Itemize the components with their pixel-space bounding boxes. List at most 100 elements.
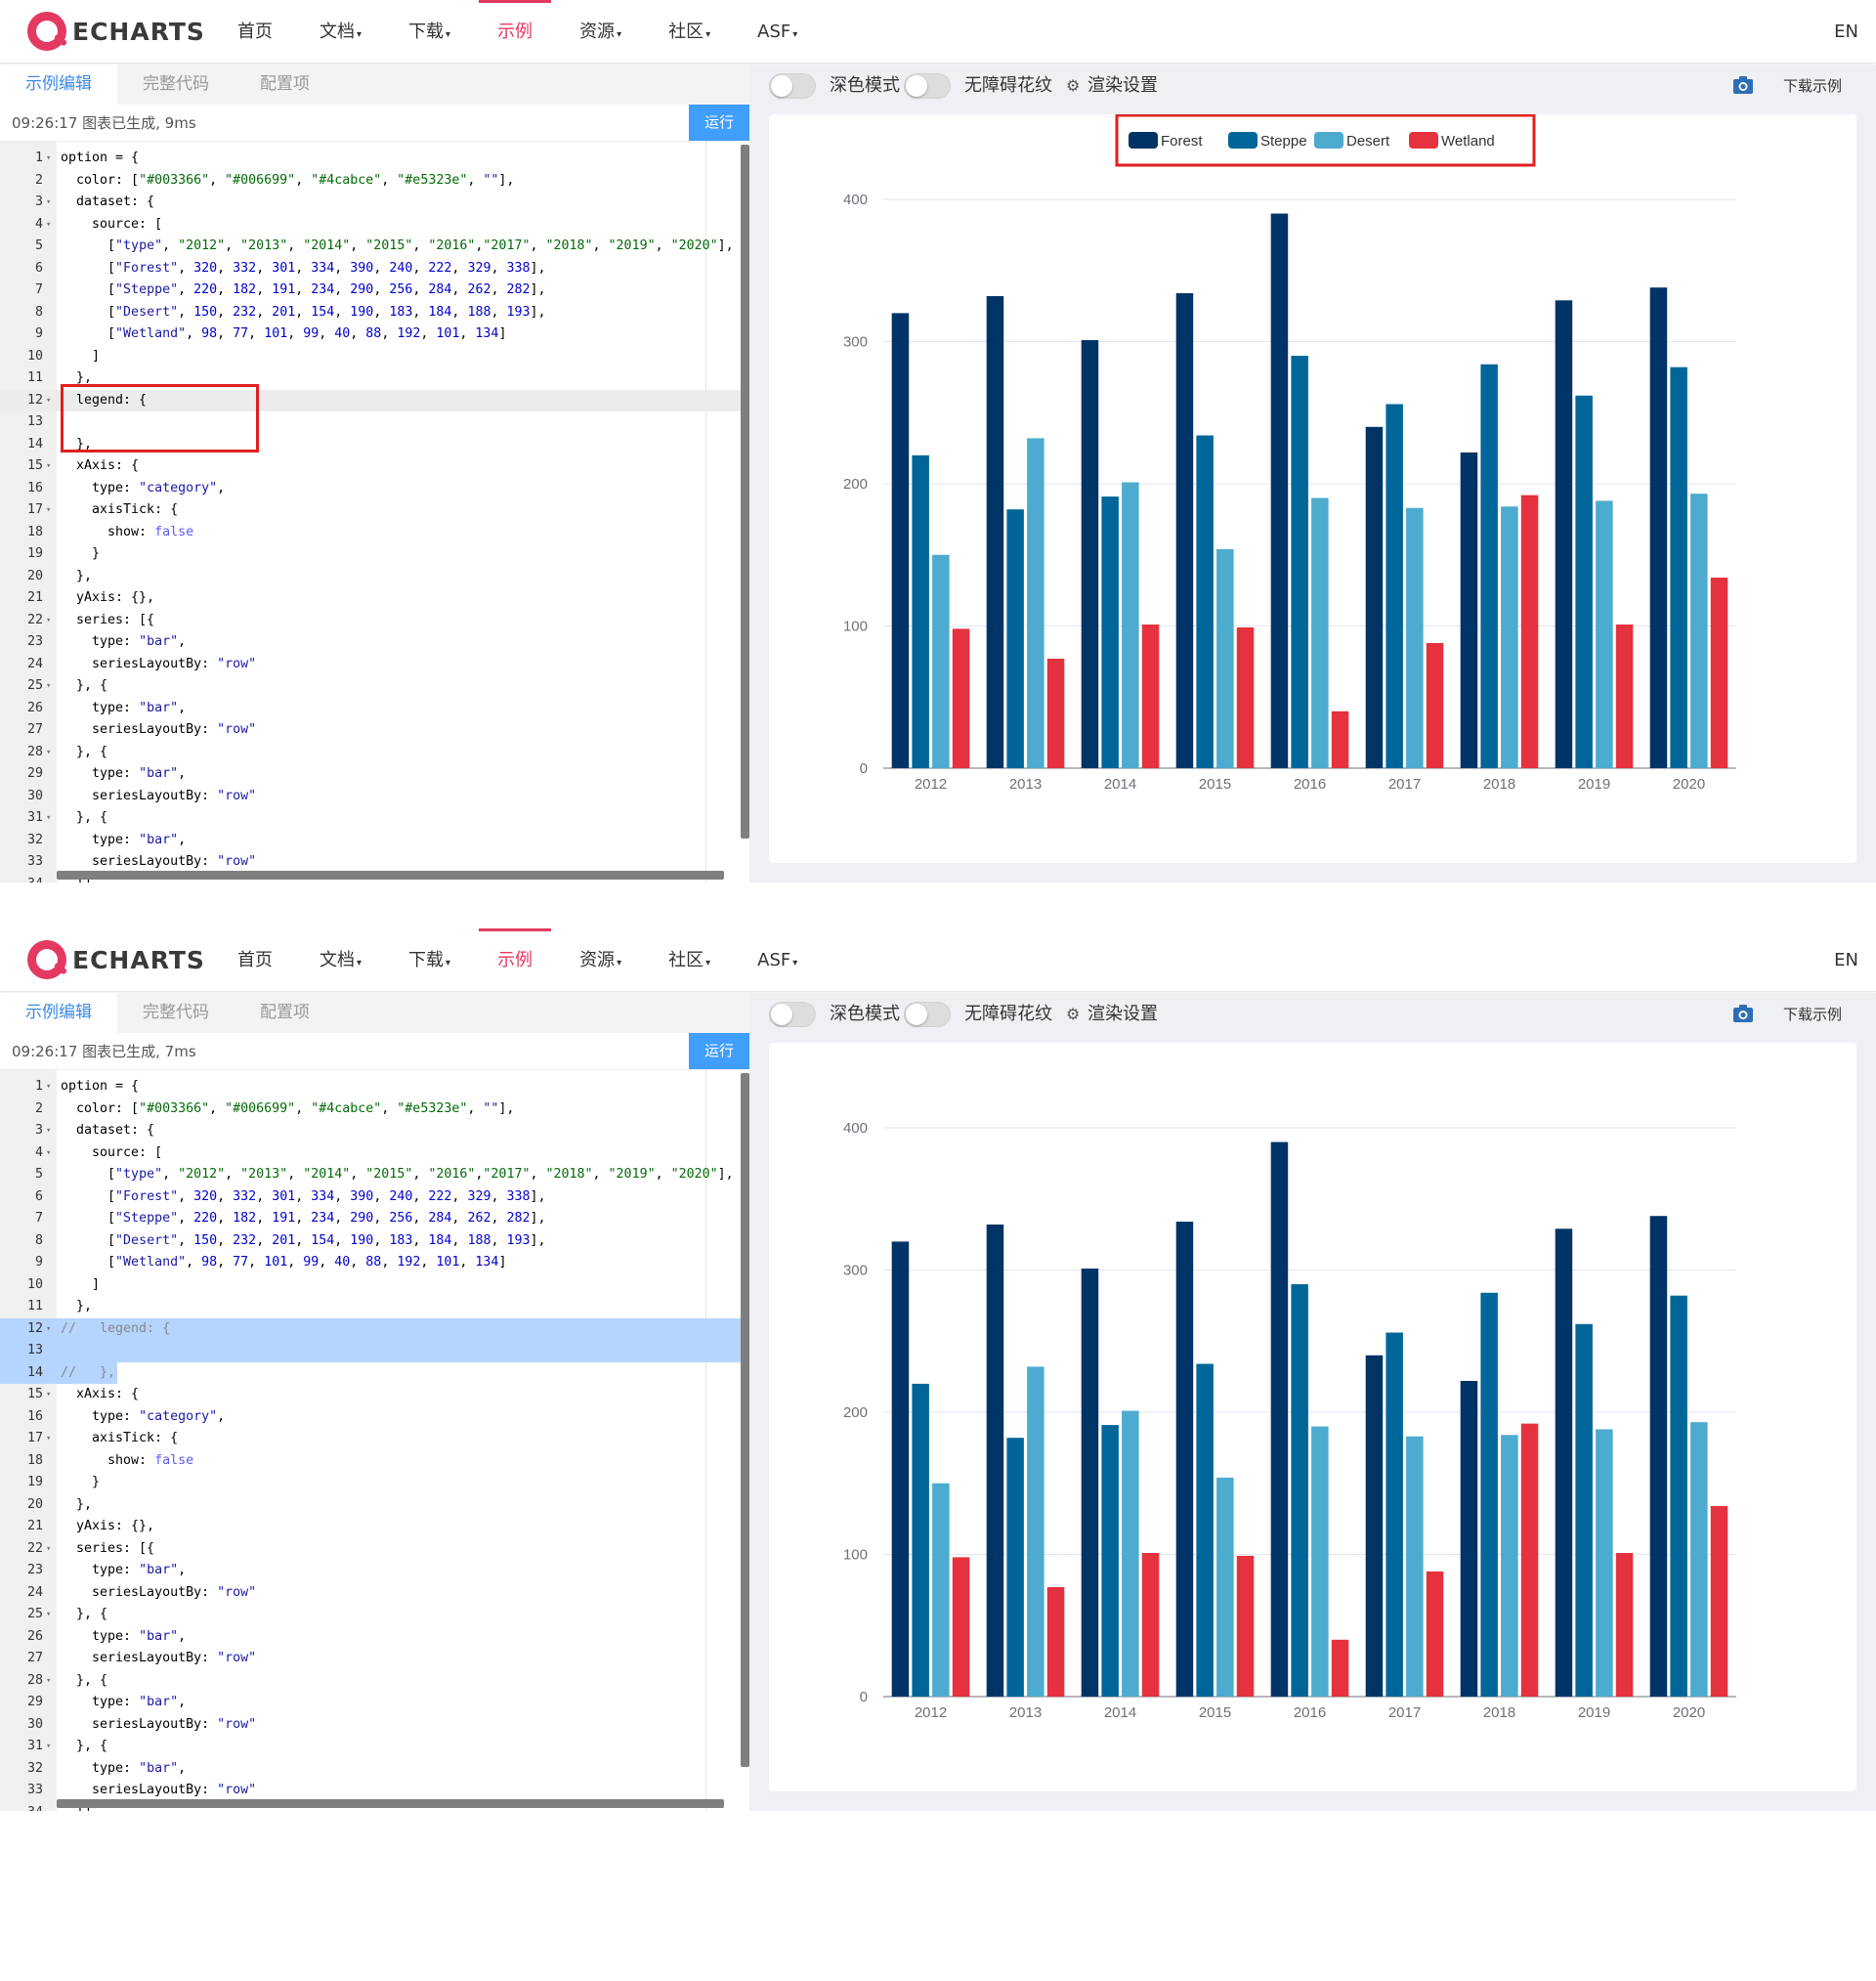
fold-arrow-icon[interactable]: ▾ (46, 395, 52, 406)
fold-arrow-icon[interactable]: ▾ (46, 505, 52, 515)
legend-label[interactable]: Steppe (1260, 133, 1307, 150)
code-line[interactable]: 5 ["type", "2012", "2013", "2014", "2015… (0, 1164, 741, 1186)
bar-forest[interactable] (1365, 426, 1384, 768)
bar-wetland[interactable] (1710, 578, 1728, 768)
bar-steppe[interactable] (1480, 364, 1498, 768)
bar-steppe[interactable] (1575, 395, 1593, 768)
bar-wetland[interactable] (1710, 1506, 1728, 1697)
code-line[interactable]: 12 ▾ // legend: { (0, 1317, 741, 1340)
code-line[interactable]: 1 ▾ option = { (0, 1076, 741, 1098)
fold-arrow-icon[interactable]: ▾ (46, 1434, 52, 1443)
gear-icon[interactable]: ⚙ (1066, 1005, 1081, 1023)
bar-wetland[interactable] (1520, 495, 1539, 768)
bar-steppe[interactable] (1101, 496, 1119, 768)
legend-swatch[interactable] (1129, 132, 1158, 149)
nav-item-5[interactable]: 社区 ▾ (650, 0, 729, 64)
camera-icon[interactable] (1732, 1004, 1754, 1023)
download-example-button[interactable]: 下载示例 (1783, 1006, 1843, 1023)
code-line[interactable]: 13 (0, 1340, 741, 1362)
bar-wetland[interactable] (1141, 1553, 1160, 1697)
bar-forest[interactable] (1460, 1380, 1478, 1697)
tab-example-edit[interactable]: 示例编辑 (0, 65, 117, 105)
code-line[interactable]: 33 seriesLayoutBy: "row" (0, 851, 741, 874)
code-line[interactable]: 26 type: "bar", (0, 698, 741, 720)
fold-arrow-icon[interactable]: ▾ (46, 461, 52, 471)
nav-item-0[interactable]: 首页 (219, 928, 291, 992)
bar-steppe[interactable] (1101, 1425, 1119, 1697)
bar-desert[interactable] (1216, 548, 1234, 768)
code-line[interactable]: 17 ▾ axisTick: { (0, 499, 741, 522)
echarts-logo[interactable]: ECHARTS (27, 11, 205, 52)
bar-steppe[interactable] (1291, 356, 1308, 768)
bar-wetland[interactable] (1615, 1553, 1634, 1697)
bar-forest[interactable] (1175, 293, 1194, 768)
bar-steppe[interactable] (1575, 1323, 1593, 1697)
bar-wetland[interactable] (952, 628, 970, 768)
nav-item-2[interactable]: 下载 ▾ (390, 928, 469, 992)
code-line[interactable]: 16 type: "category", (0, 478, 741, 500)
code-line[interactable]: 29 type: "bar", (0, 1692, 741, 1714)
legend-label[interactable]: Desert (1346, 133, 1390, 150)
bar-desert[interactable] (932, 1483, 950, 1697)
code-line[interactable]: 12 ▾ legend: { (0, 389, 741, 411)
bar-forest[interactable] (1649, 287, 1668, 768)
bar-wetland[interactable] (1331, 1639, 1349, 1697)
nav-item-4[interactable]: 资源 ▾ (561, 0, 640, 64)
bar-wetland[interactable] (1426, 642, 1444, 768)
code-line[interactable]: 8 ["Desert", 150, 232, 201, 154, 190, 18… (0, 302, 741, 324)
tab-options[interactable]: 配置项 (260, 74, 310, 94)
language-switch[interactable]: EN (1834, 22, 1858, 42)
nav-item-1[interactable]: 文档 ▾ (301, 0, 380, 64)
bar-steppe[interactable] (912, 454, 929, 768)
code-line[interactable]: 21 yAxis: {}, (0, 587, 741, 610)
nav-item-6[interactable]: ASF ▾ (739, 928, 816, 992)
render-settings-button[interactable]: 渲染设置 (1087, 75, 1158, 96)
bar-forest[interactable] (891, 313, 910, 768)
code-line[interactable]: 4 ▾ source: [ (0, 1142, 741, 1165)
code-line[interactable]: 32 type: "bar", (0, 830, 741, 852)
code-line[interactable]: 24 seriesLayoutBy: "row" (0, 654, 741, 676)
code-line[interactable]: 4 ▾ source: [ (0, 214, 741, 237)
code-line[interactable]: 25 ▾ }, { (0, 675, 741, 698)
editor-vertical-scrollbar[interactable] (741, 145, 749, 839)
bar-desert[interactable] (1596, 500, 1613, 768)
code-line[interactable]: 15 ▾ xAxis: { (0, 1384, 741, 1406)
fold-arrow-icon[interactable]: ▾ (46, 681, 52, 691)
bar-steppe[interactable] (1670, 1295, 1687, 1697)
code-line[interactable]: 30 seriesLayoutBy: "row" (0, 786, 741, 808)
bar-steppe[interactable] (1480, 1292, 1498, 1697)
code-line[interactable]: 23 type: "bar", (0, 1560, 741, 1582)
legend-label[interactable]: Wetland (1441, 133, 1495, 150)
code-line[interactable]: 8 ["Desert", 150, 232, 201, 154, 190, 18… (0, 1230, 741, 1253)
code-line[interactable]: 28 ▾ }, { (0, 1670, 741, 1693)
code-line[interactable]: 23 type: "bar", (0, 631, 741, 654)
bar-desert[interactable] (1406, 507, 1424, 768)
bar-desert[interactable] (1122, 482, 1139, 768)
bar-desert[interactable] (1501, 506, 1518, 768)
bar-desert[interactable] (1690, 494, 1708, 768)
code-line[interactable]: 26 type: "bar", (0, 1626, 741, 1649)
fold-arrow-icon[interactable]: ▾ (46, 1610, 52, 1619)
legend-swatch[interactable] (1409, 132, 1438, 149)
bar-wetland[interactable] (1046, 1586, 1065, 1697)
code-line[interactable]: 31 ▾ }, { (0, 807, 741, 830)
bar-forest[interactable] (1081, 1269, 1099, 1697)
code-line[interactable]: 25 ▾ }, { (0, 1604, 741, 1626)
code-line[interactable]: 3 ▾ dataset: { (0, 1120, 741, 1142)
fold-arrow-icon[interactable]: ▾ (46, 153, 52, 163)
code-line[interactable]: 28 ▾ }, { (0, 742, 741, 764)
bar-forest[interactable] (986, 295, 1004, 768)
fold-arrow-icon[interactable]: ▾ (46, 197, 52, 207)
bar-wetland[interactable] (952, 1557, 970, 1697)
tab-options[interactable]: 配置项 (260, 1003, 310, 1022)
code-line[interactable]: 6 ["Forest", 320, 332, 301, 334, 390, 24… (0, 258, 741, 280)
code-line[interactable]: 14 }, (0, 434, 741, 456)
bar-forest[interactable] (1460, 452, 1478, 768)
bar-wetland[interactable] (1141, 624, 1160, 768)
fold-arrow-icon[interactable]: ▾ (46, 1543, 52, 1554)
fold-arrow-icon[interactable]: ▾ (46, 1675, 52, 1686)
bar-wetland[interactable] (1331, 711, 1349, 768)
code-line[interactable]: 9 ["Wetland", 98, 77, 101, 99, 40, 88, 1… (0, 1252, 741, 1274)
bar-wetland[interactable] (1615, 624, 1634, 768)
fold-arrow-icon[interactable]: ▾ (46, 1323, 52, 1334)
